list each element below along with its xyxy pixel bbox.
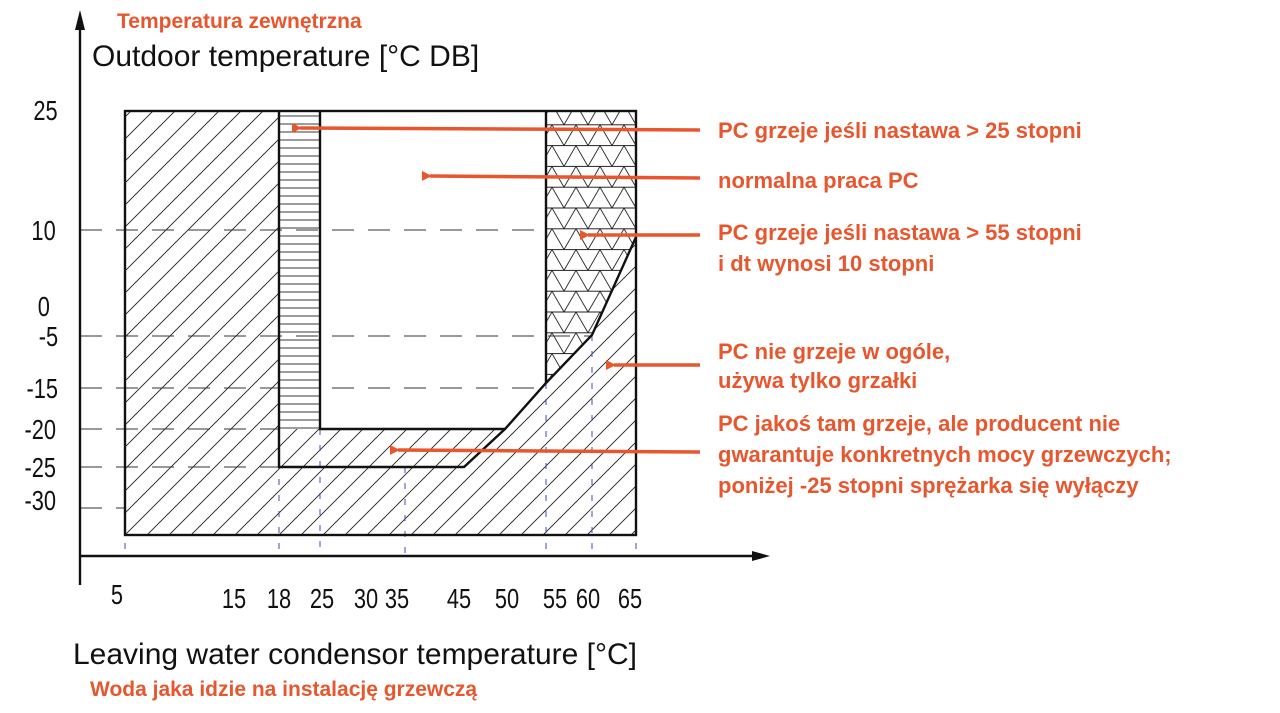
region-electric-heater-only xyxy=(125,111,636,535)
x-axis-title-en: Leaving water condensor temperature [°C] xyxy=(73,638,637,671)
annotation-text: normalna praca PC xyxy=(718,168,919,193)
annotation-arrow xyxy=(421,170,701,181)
annotation-text: PC jakoś tam grzeje, ale producent nie xyxy=(718,411,1120,436)
annotation-text: PC grzeje jeśli nastawa > 25 stopni xyxy=(718,118,1082,143)
y-tick-label: -30 xyxy=(24,485,56,516)
region-boundaries xyxy=(123,109,638,537)
y-tick-label: -5 xyxy=(39,321,58,352)
x-tick-label: 30 xyxy=(354,583,378,614)
x-tick-label: 35 xyxy=(385,583,409,614)
x-axis-title-pl: Woda jaka idzie na instalację grzewczą xyxy=(90,678,477,701)
annotation-arrow xyxy=(389,444,701,455)
x-tick-label: 65 xyxy=(618,583,642,614)
regions xyxy=(125,111,636,535)
y-tick-label: 10 xyxy=(31,215,55,246)
x-tick-label: 60 xyxy=(576,583,600,614)
x-tick-label: 55 xyxy=(543,583,567,614)
annotation-text: PC grzeje jeśli nastawa > 55 stopni xyxy=(718,220,1082,245)
y-tick-label: 0 xyxy=(38,291,50,322)
y-axis-title-pl: Temperatura zewnętrzna xyxy=(117,10,362,33)
x-tick-label: 5 xyxy=(111,579,123,610)
y-tick-label: 25 xyxy=(33,95,57,126)
y-tick-label: -15 xyxy=(26,373,58,404)
annotation-text: poniżej -25 stopni sprężarka się wyłączy xyxy=(718,473,1139,498)
axes xyxy=(75,10,770,585)
annotation-text: używa tylko grzałki xyxy=(718,368,917,393)
annotation-text: PC nie grzeje w ogóle, xyxy=(718,339,950,364)
x-axis-arrow-icon xyxy=(752,551,770,561)
x-tick-label: 45 xyxy=(447,583,471,614)
annotation-arrow xyxy=(291,122,701,133)
annotations: PC grzeje jeśli nastawa > 25 stopni norm… xyxy=(718,118,1172,498)
x-tick-label: 25 xyxy=(310,583,334,614)
y-axis-arrow-icon xyxy=(75,10,85,30)
x-tick-labels: 5 15 18 25 30 35 45 50 55 60 65 xyxy=(111,579,642,614)
annotation-arrows xyxy=(291,122,701,455)
annotation-text: i dt wynosi 10 stopni xyxy=(718,251,934,276)
region-heats-if-setpoint-above-25 xyxy=(279,111,320,429)
annotation-text: gwarantuje konkretnych mocy grzewczych; xyxy=(718,442,1172,467)
y-tick-label: -20 xyxy=(24,414,56,445)
y-axis-title-en: Outdoor temperature [°C DB] xyxy=(92,40,479,73)
x-tick-label: 50 xyxy=(495,583,519,614)
y-tick-labels: 25 10 0 -5 -15 -20 -25 -30 xyxy=(24,95,58,516)
x-tick-label: 18 xyxy=(267,583,291,614)
y-tick-label: -25 xyxy=(24,452,56,483)
x-tick-label: 15 xyxy=(222,583,246,614)
